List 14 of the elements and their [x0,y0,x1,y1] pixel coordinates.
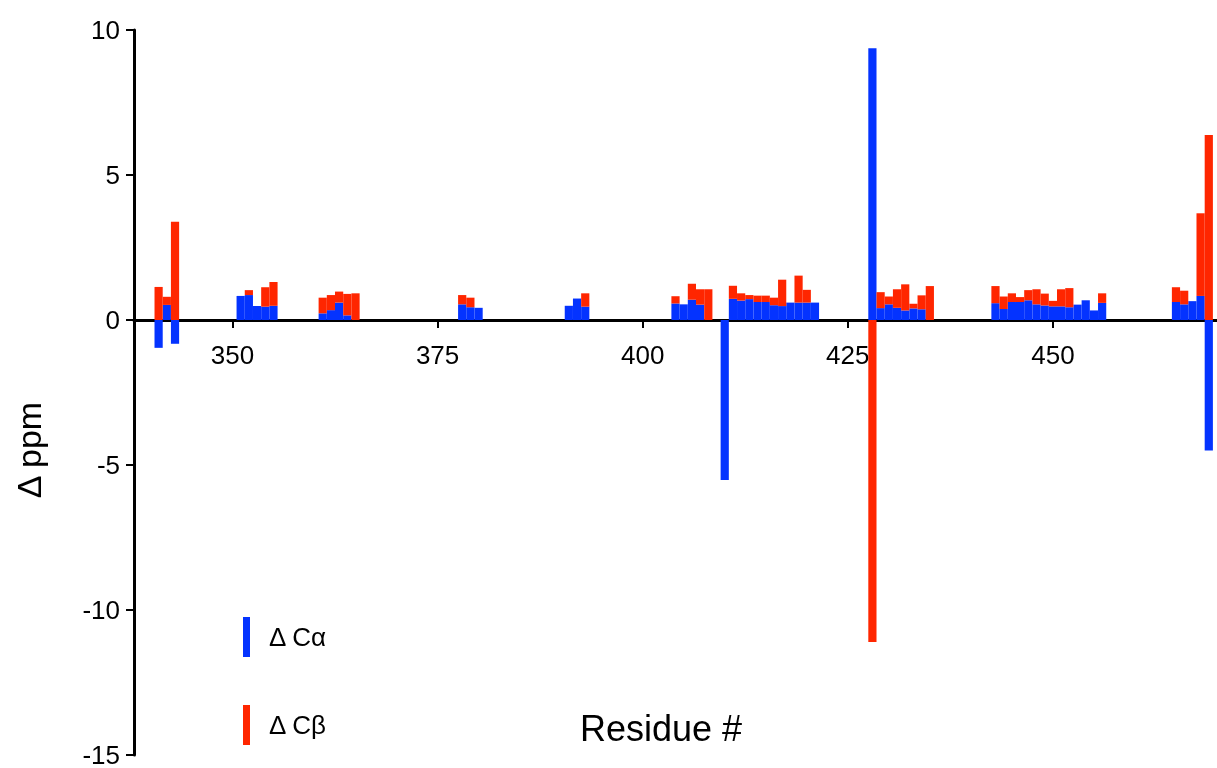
legend-label: Δ Cβ [269,710,326,740]
legend-label: Δ Cα [269,622,326,652]
y-tick-label: -5 [96,450,120,480]
x-tick-label: 350 [210,340,255,370]
y-tick-label: -10 [82,595,120,625]
y-tick-label: -15 [82,740,120,768]
x-tick-label: 375 [415,340,460,370]
y-tick-label: 0 [105,305,120,335]
y-tick-label: 10 [91,15,120,45]
x-tick-label: 450 [1031,340,1075,370]
y-axis-title: Δ ppm [10,401,48,499]
x-tick-label: 400 [620,340,665,370]
y-tick-label: 5 [105,160,120,190]
x-axis-title: Residue # [580,707,743,749]
